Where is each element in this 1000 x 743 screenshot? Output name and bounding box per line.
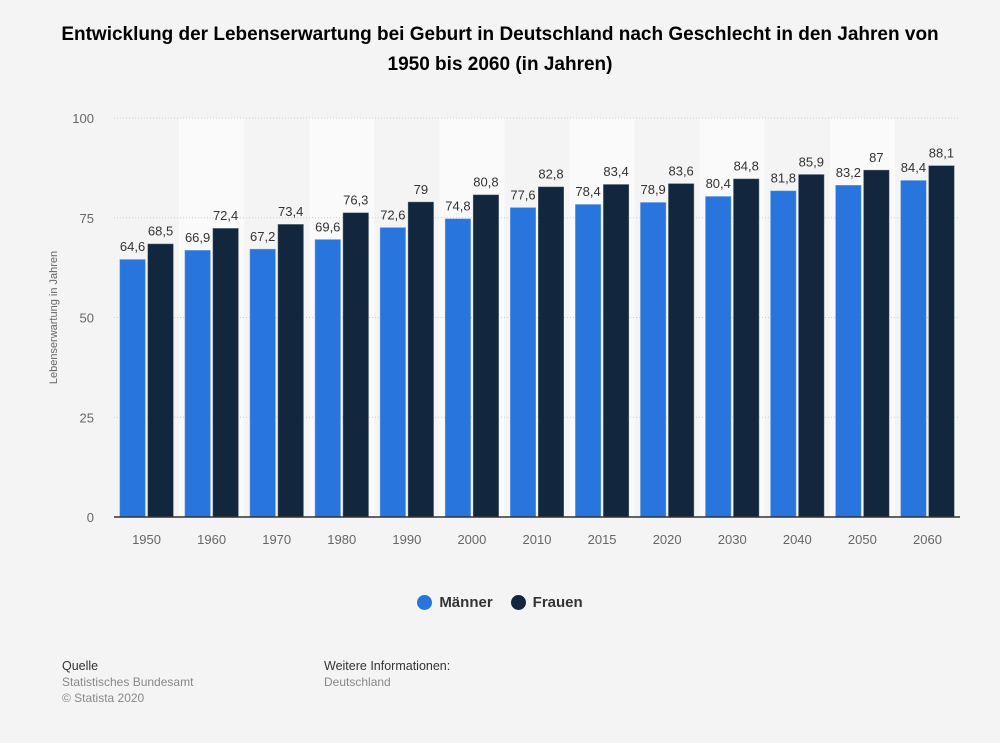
source-heading: Quelle xyxy=(62,659,99,673)
x-tick-label: 2020 xyxy=(653,532,682,547)
bar-frauen-2040[interactable] xyxy=(797,173,825,518)
info-block: Weitere Informationen: Deutschland xyxy=(324,658,450,690)
y-tick-label: 25 xyxy=(80,410,94,425)
bar-männer-1980[interactable] xyxy=(314,238,342,518)
y-tick-label: 50 xyxy=(80,311,94,326)
legend: Männer Frauen xyxy=(0,594,1000,611)
data-label: 77,6 xyxy=(510,187,535,202)
bar-männer-2040[interactable] xyxy=(769,190,797,518)
legend-marker-frauen xyxy=(510,595,526,610)
bar-frauen-2060[interactable] xyxy=(927,164,955,518)
bar-frauen-2030[interactable] xyxy=(732,178,760,518)
data-label: 66,9 xyxy=(185,230,210,245)
bar-frauen-1960[interactable] xyxy=(212,227,240,518)
source-block: Quelle Statistisches Bundesamt © Statist… xyxy=(62,658,193,706)
bar-frauen-2050[interactable] xyxy=(862,169,890,518)
legend-marker-maenner xyxy=(417,595,433,610)
legend-item-frauen[interactable]: Frauen xyxy=(510,594,583,611)
bar-männer-2030[interactable] xyxy=(704,195,732,518)
bar-männer-1990[interactable] xyxy=(379,226,407,518)
info-text: Deutschland xyxy=(324,675,391,689)
data-label: 78,9 xyxy=(640,182,665,197)
info-heading: Weitere Informationen: xyxy=(324,659,451,673)
data-label: 76,3 xyxy=(343,193,368,208)
bar-frauen-1950[interactable] xyxy=(147,243,175,518)
source-text: Statistisches Bundesamt xyxy=(62,675,194,689)
legend-item-maenner[interactable]: Männer xyxy=(417,594,493,611)
data-label: 80,8 xyxy=(473,175,498,190)
bar-frauen-2020[interactable] xyxy=(667,182,695,518)
bar-männer-1970[interactable] xyxy=(249,248,277,518)
data-label: 68,5 xyxy=(148,224,173,239)
x-tick-label: 2060 xyxy=(913,532,942,547)
x-tick-label: 1970 xyxy=(262,532,291,547)
legend-label-maenner: Männer xyxy=(439,594,493,611)
data-label: 67,2 xyxy=(250,229,275,244)
data-label: 84,8 xyxy=(734,159,759,174)
y-tick-label: 100 xyxy=(72,111,94,126)
x-tick-label: 2030 xyxy=(718,532,747,547)
bar-männer-2000[interactable] xyxy=(444,218,472,518)
x-tick-label: 1990 xyxy=(392,532,421,547)
x-tick-label: 1960 xyxy=(197,532,226,547)
data-label: 84,4 xyxy=(901,160,926,175)
data-label: 69,6 xyxy=(315,219,340,234)
data-label: 87 xyxy=(869,150,883,165)
bar-männer-2015[interactable] xyxy=(574,203,602,518)
bar-männer-2010[interactable] xyxy=(509,206,537,518)
data-label: 80,4 xyxy=(706,176,731,191)
data-label: 83,6 xyxy=(668,163,693,178)
bar-männer-2060[interactable] xyxy=(899,179,927,518)
bar-männer-1950[interactable] xyxy=(119,258,147,518)
bar-frauen-1990[interactable] xyxy=(407,201,435,518)
data-label: 82,8 xyxy=(538,167,563,182)
bar-männer-2050[interactable] xyxy=(834,184,862,518)
data-label: 64,6 xyxy=(120,239,145,254)
legend-label-frauen: Frauen xyxy=(532,594,583,611)
data-label: 83,2 xyxy=(836,165,861,180)
data-label: 72,4 xyxy=(213,208,238,223)
y-tick-label: 75 xyxy=(80,211,94,226)
data-label: 78,4 xyxy=(575,184,600,199)
y-tick-label: 0 xyxy=(87,510,94,525)
x-tick-label: 2050 xyxy=(848,532,877,547)
chart-title: Entwicklung der Lebenserwartung bei Gebu… xyxy=(61,24,939,75)
x-tick-label: 2010 xyxy=(523,532,552,547)
bar-frauen-2010[interactable] xyxy=(537,186,565,518)
bar-frauen-2015[interactable] xyxy=(602,183,630,518)
x-tick-label: 2015 xyxy=(588,532,617,547)
bar-frauen-1980[interactable] xyxy=(342,212,370,518)
data-label: 72,6 xyxy=(380,207,405,222)
bar-männer-1960[interactable] xyxy=(184,249,212,518)
data-label: 81,8 xyxy=(771,171,796,186)
bar-frauen-1970[interactable] xyxy=(277,223,305,518)
y-axis-label: Lebenserwartung in Jahren xyxy=(48,251,60,384)
x-tick-label: 2000 xyxy=(457,532,486,547)
x-tick-label: 1980 xyxy=(327,532,356,547)
bar-frauen-2000[interactable] xyxy=(472,194,500,518)
data-label: 88,1 xyxy=(929,145,954,160)
data-label: 85,9 xyxy=(799,154,824,169)
data-label: 83,4 xyxy=(603,164,628,179)
x-tick-label: 2040 xyxy=(783,532,812,547)
data-label: 73,4 xyxy=(278,204,303,219)
x-tick-label: 1950 xyxy=(132,532,161,547)
bar-männer-2020[interactable] xyxy=(639,201,667,518)
data-label: 74,8 xyxy=(445,199,470,214)
data-label: 79 xyxy=(414,182,428,197)
copyright: © Statista 2020 xyxy=(62,691,145,705)
